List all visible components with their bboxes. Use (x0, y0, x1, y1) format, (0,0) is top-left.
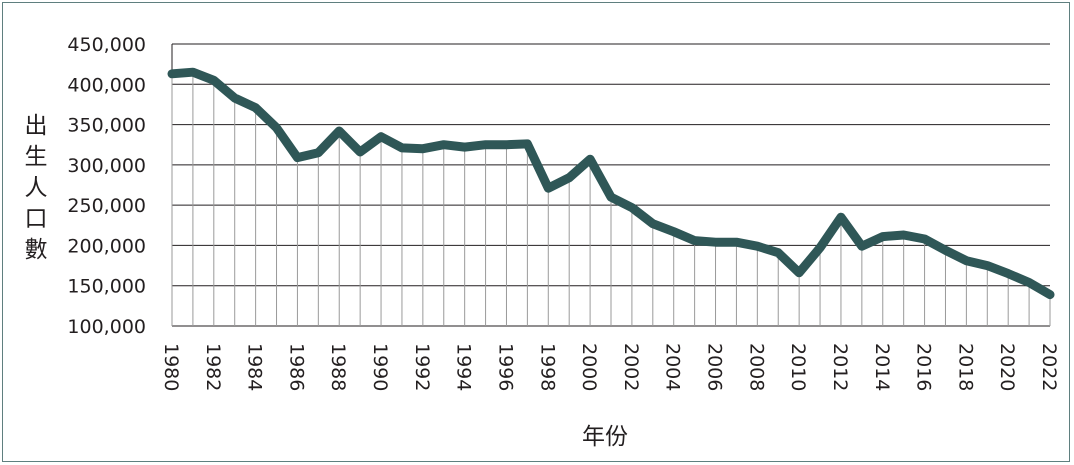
x-tick-label: 1982 (202, 343, 224, 391)
x-tick-label: 2016 (913, 343, 935, 391)
x-tick-label: 2014 (871, 343, 893, 391)
y-axis-title-char: 生 (25, 144, 48, 170)
y-tick-labels: 100,000 150,000 200,000 250,000 300,000 350,0… (67, 34, 146, 338)
x-tick-label: 2012 (829, 343, 851, 391)
x-tick-label: 1986 (285, 343, 307, 391)
x-tick-label: 1984 (244, 343, 266, 391)
x-tick-label: 1998 (536, 343, 558, 391)
x-tick-label: 1994 (453, 343, 475, 391)
y-axis-title-char: 口 (25, 206, 48, 232)
birth-population-line (167, 67, 1055, 300)
y-tick-label: 350,000 (67, 115, 146, 137)
series-layer (167, 67, 1055, 300)
y-axis-title-char: 人 (25, 175, 48, 201)
x-tick-label: 2002 (620, 343, 642, 391)
x-tick-label: 1996 (494, 343, 516, 391)
x-tick-label: 1980 (160, 343, 182, 391)
x-tick-label: 2008 (745, 343, 767, 391)
y-tick-label: 250,000 (67, 195, 146, 217)
x-axis-title: 年份 (582, 424, 628, 450)
x-tick-label: 2000 (578, 343, 600, 391)
y-tick-label: 450,000 (67, 34, 146, 56)
y-axis-title-char: 出 (25, 113, 48, 139)
y-tick-label: 150,000 (67, 276, 146, 298)
x-tick-label: 2004 (662, 343, 684, 391)
y-tick-label: 300,000 (67, 155, 146, 177)
x-tick-label: 1988 (327, 343, 349, 391)
x-tick-label: 2022 (1038, 343, 1060, 391)
drop-lines-layer (171, 72, 1051, 326)
x-tick-label: 1992 (411, 343, 433, 391)
x-tick-label: 2018 (954, 343, 976, 391)
y-axis-title-char: 數 (25, 237, 48, 263)
x-tick-label: 2020 (996, 343, 1018, 391)
x-tick-labels: 1980 1982 1984 1986 1988 1990 1992 1994 1996 1998… (160, 343, 1060, 391)
x-tick-label: 2010 (787, 343, 809, 391)
x-tick-label: 1990 (369, 343, 391, 391)
y-tick-label: 200,000 (67, 235, 146, 257)
y-tick-label: 400,000 (67, 74, 146, 96)
x-tick-label: 2006 (704, 343, 726, 391)
y-tick-label: 100,000 (67, 316, 146, 338)
